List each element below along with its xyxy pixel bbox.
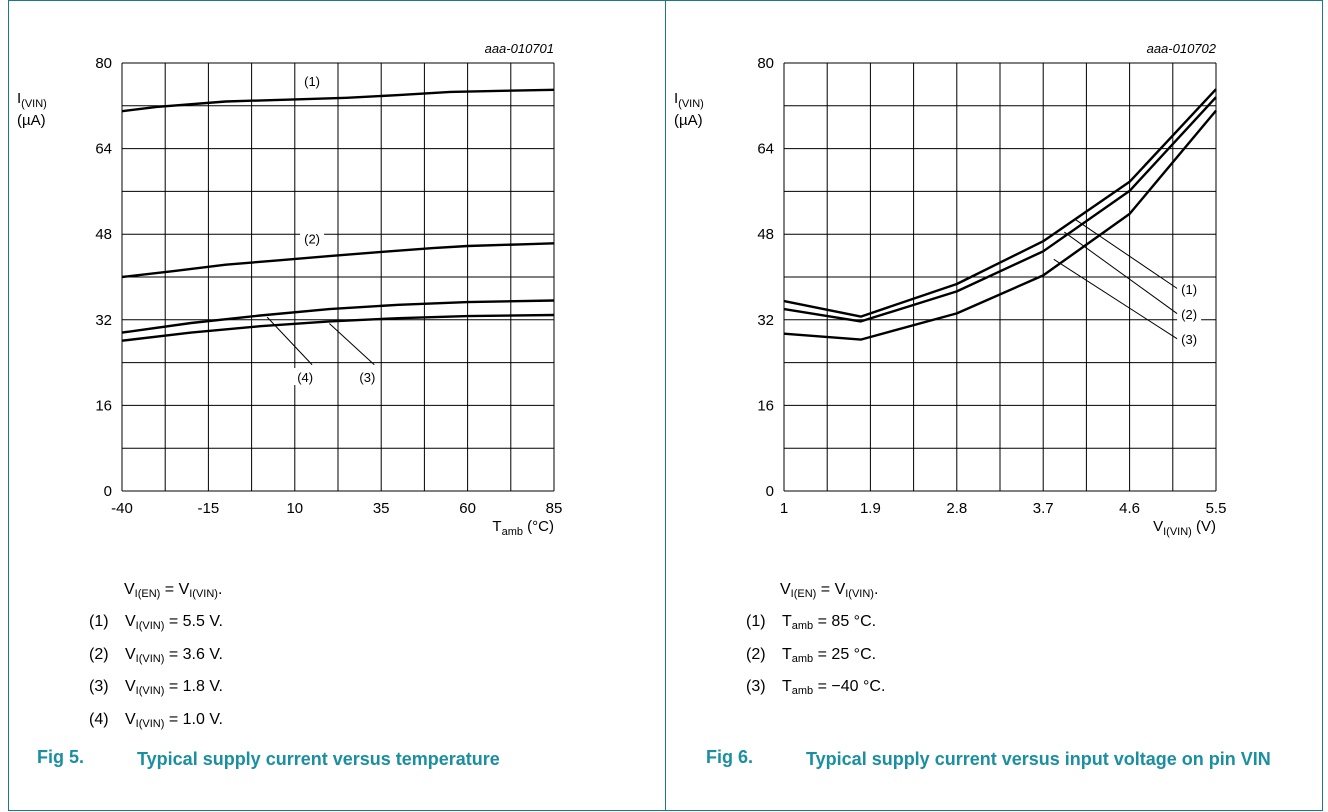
x-tick-label: 10 [286, 500, 303, 517]
y-axis-label: I(VIN) [674, 90, 704, 110]
y-tick-label: 0 [104, 483, 112, 500]
series-label-bg [355, 368, 380, 386]
y-tick-label: 64 [757, 141, 774, 158]
x-axis-label: Tamb (°C) [492, 518, 554, 538]
x-tick-label: 60 [459, 500, 476, 517]
x-axis-label: VI(VIN) (V) [1153, 518, 1216, 538]
figure-number: Fig 5. [37, 747, 85, 767]
series-label: (3) [359, 370, 375, 385]
condition-note: VI(EN) = VI(VIN). [124, 581, 223, 600]
y-tick-label: 32 [757, 312, 774, 329]
series-label: (2) [1181, 307, 1197, 322]
y-tick-label: 80 [95, 55, 112, 72]
series-label: (2) [304, 231, 320, 246]
y-tick-label: 80 [757, 55, 774, 72]
series-line [121, 313, 555, 342]
series-label-bg [1177, 304, 1202, 322]
y-tick-label: 48 [95, 226, 112, 243]
series-label: (3) [1181, 332, 1197, 347]
y-tick-label: 32 [95, 312, 112, 329]
y-axis-unit: (µA) [17, 112, 46, 129]
series-label-bg [1177, 330, 1202, 348]
grid [783, 62, 1217, 492]
series-line [121, 242, 555, 279]
figure-number: Fig 6. [706, 747, 754, 767]
y-axis-label: I(VIN) [17, 90, 47, 110]
chart-supply-vs-input-voltage: 1 1.9 2.8 3.7 4.6 5.5 0 16 32 48 64 80 aaa-010702 I(V… [666, 1, 1322, 561]
series-label: (4) [297, 370, 313, 385]
condition-note: VI(EN) = VI(VIN). [780, 581, 879, 600]
x-tick-label: 4.6 [1119, 500, 1140, 517]
x-tick-label: 85 [546, 500, 563, 517]
chart-svg: 1 1.9 2.8 3.7 4.6 5.5 0 16 32 48 64 80 aaa-010702 I(V… [674, 41, 1227, 538]
figure-code: aaa-010702 [1147, 41, 1217, 56]
series-line [783, 109, 1217, 341]
leader-line [1064, 231, 1178, 315]
x-tick-label: 2.8 [946, 500, 967, 517]
x-tick-label: 1.9 [860, 500, 881, 517]
figure-title: Typical supply current versus temperatur… [137, 749, 500, 769]
x-tick-label: 5.5 [1206, 500, 1227, 517]
x-tick-label: 1 [780, 500, 788, 517]
leader-line [329, 323, 375, 366]
y-tick-label: 0 [766, 483, 774, 500]
y-axis-unit: (µA) [674, 112, 703, 129]
grid [121, 62, 555, 492]
x-tick-label: 3.7 [1033, 500, 1054, 517]
leader-line [1074, 218, 1178, 290]
series-label: (1) [1181, 282, 1197, 297]
series-line [783, 96, 1217, 323]
series-line [783, 88, 1217, 318]
y-tick-label: 64 [95, 141, 112, 158]
series-line [121, 299, 555, 334]
series-label-bg [300, 229, 325, 247]
x-tick-label: 35 [373, 500, 390, 517]
y-tick-label: 16 [95, 397, 112, 414]
x-tick-label: -40 [111, 500, 133, 517]
series-label-bg [1177, 279, 1202, 297]
chart-svg: -40 -15 10 35 60 85 0 16 32 48 64 80 aaa-010701 I(VIN… [17, 41, 563, 538]
y-tick-label: 16 [757, 397, 774, 414]
series-label: (1) [304, 74, 320, 89]
y-tick-label: 48 [757, 226, 774, 243]
x-tick-label: -15 [198, 500, 220, 517]
figure-panel-right: 1 1.9 2.8 3.7 4.6 5.5 0 16 32 48 64 80 aaa-010702 I(V… [665, 0, 1323, 811]
leader-line [1053, 258, 1178, 340]
leader-line [266, 316, 313, 366]
series-label-bg [300, 72, 325, 90]
figure-code: aaa-010701 [485, 41, 554, 56]
series-label-bg [293, 368, 318, 386]
chart-supply-vs-temperature: -40 -15 10 35 60 85 0 16 32 48 64 80 aaa-010701 I(VIN… [9, 1, 665, 561]
figure-title: Typical supply current versus input volt… [806, 749, 1271, 769]
series-line [121, 88, 555, 113]
figure-panel-left: -40 -15 10 35 60 85 0 16 32 48 64 80 aaa-010701 I(VIN… [8, 0, 666, 811]
